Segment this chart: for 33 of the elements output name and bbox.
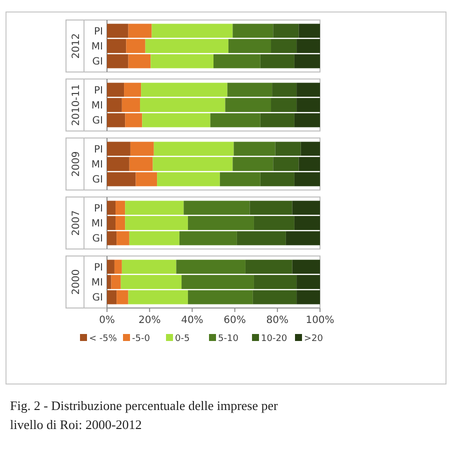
text: 2010-11: [71, 84, 82, 126]
y-tick-label: MI: [91, 160, 103, 170]
legend-label: -5-0: [132, 334, 150, 344]
caption: Fig. 2 - Distribuzione percentuale delle imprese per livello di Roi: 2000-2012: [10, 398, 279, 432]
y-tick-label: GI: [92, 174, 103, 186]
x-tick-label: 0%: [99, 315, 115, 326]
text: 2009: [71, 151, 82, 177]
y-tick-label: MI: [91, 278, 103, 288]
text: 2000: [71, 269, 82, 295]
y-tick-label: GI: [92, 292, 103, 304]
legend-label: < -5%: [89, 334, 118, 344]
x-tick-label: 100%: [306, 315, 334, 326]
text: 2012: [71, 33, 82, 59]
y-tick-label: MI: [91, 100, 103, 112]
y-tick-label: PI: [94, 203, 103, 214]
y-tick-label: MI: [91, 218, 103, 230]
x-tick-label: 40%: [181, 315, 204, 326]
y-tick-label: PI: [94, 262, 103, 274]
y-tick-label: PI: [94, 85, 103, 96]
text: 2007: [71, 210, 82, 236]
legend-label: 0-5: [175, 334, 190, 344]
y-tick-label: PI: [94, 144, 103, 156]
legend-label: 10-20: [261, 334, 288, 344]
x-tick-label: 80%: [266, 315, 289, 326]
y-tick-label: PI: [94, 26, 103, 38]
y-tick-label: GI: [92, 56, 103, 68]
legend-label: 5-10: [218, 334, 239, 344]
y-tick-label: GI: [92, 234, 103, 245]
y-tick-label: MI: [91, 42, 103, 52]
y-tick-label: GI: [92, 116, 103, 127]
legend-label: >20: [304, 334, 324, 344]
x-tick-label: 20%: [138, 315, 161, 326]
x-tick-label: 60%: [224, 315, 246, 326]
